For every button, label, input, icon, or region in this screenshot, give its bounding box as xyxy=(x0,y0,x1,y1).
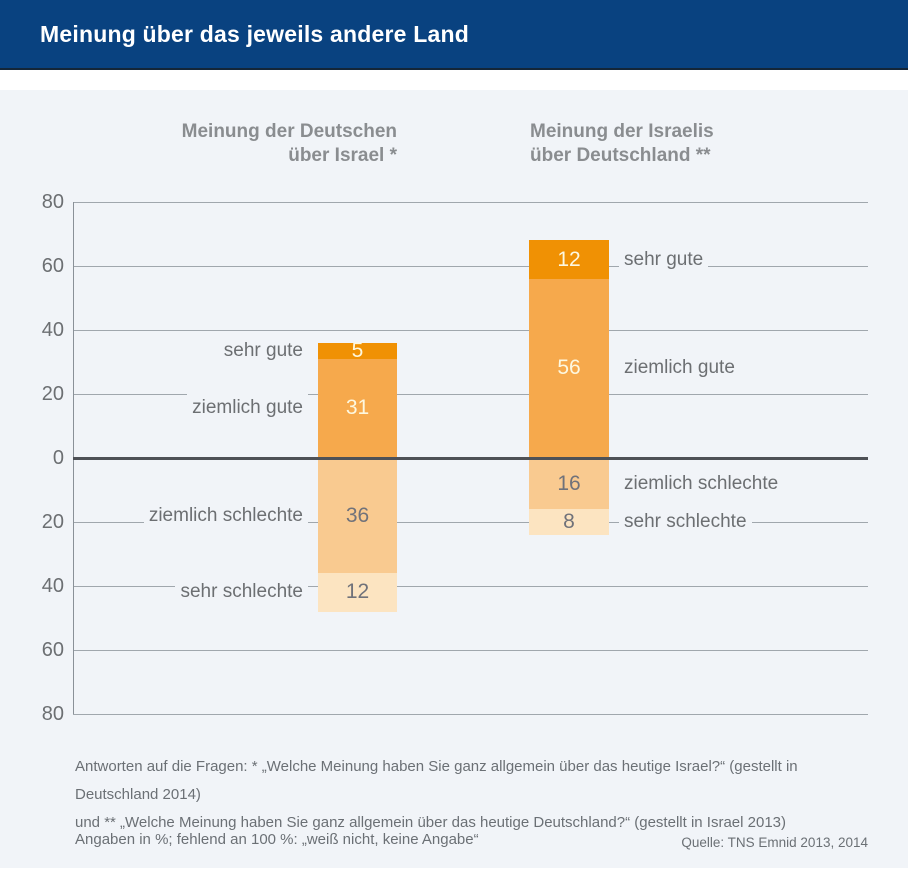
category-label-sehr-schlechte: sehr schlechte xyxy=(619,508,752,535)
y-tick-label: 80 xyxy=(41,703,64,725)
plot-area: 5 sehr gute 31 ziemlich gute 36 ziemlich schl… xyxy=(73,201,868,715)
bar-segment-ziemlich-schlechte: 36 xyxy=(318,458,397,574)
footnote: Antworten auf die Fragen: * „Welche Mein… xyxy=(75,753,875,837)
column-title-germans: Meinung der Deutschen über Israel * xyxy=(0,120,397,168)
footnote-line-2: und ** „Welche Meinung haben Sie ganz al… xyxy=(75,814,786,831)
y-tick-label: 20 xyxy=(41,511,64,533)
y-tick-label: 20 xyxy=(41,383,64,405)
value-label: 8 xyxy=(563,509,575,533)
bar-segment-sehr-schlechte: 12 xyxy=(318,573,397,612)
bar-segment-sehr-gute: 12 xyxy=(529,240,609,279)
zero-line xyxy=(73,456,868,460)
column-title-line: über Deutschland ** xyxy=(530,145,711,166)
bar-segment-ziemlich-gute: 56 xyxy=(529,278,609,458)
column-title-line: Meinung der Deutschen xyxy=(181,121,397,142)
column-title-israelis: Meinung der Israelis über Deutschland ** xyxy=(530,120,714,168)
y-tick-label: 40 xyxy=(41,575,64,597)
units-note: Angaben in %; fehlend an 100 %: „weiß ni… xyxy=(75,831,479,848)
column-title-line: Meinung der Israelis xyxy=(530,121,714,142)
gridline-20 xyxy=(73,393,868,395)
category-label-ziemlich-schlechte: ziemlich schlechte xyxy=(143,501,308,529)
column-title-line: über Israel * xyxy=(288,145,397,166)
value-label: 16 xyxy=(557,471,581,495)
value-label: 12 xyxy=(345,580,370,604)
bar-segment-ziemlich-schlechte: 16 xyxy=(529,458,609,510)
gridline-60 xyxy=(73,265,868,267)
category-label-sehr-gute: sehr gute xyxy=(218,336,308,364)
category-label-ziemlich-schlechte: ziemlich schlechte xyxy=(619,469,784,497)
gridline-40 xyxy=(73,329,868,331)
bottom-row: Angaben in %; fehlend an 100 %: „weiß ni… xyxy=(75,830,868,853)
gridline-60 xyxy=(73,649,868,651)
header-bar: Meinung über das jeweils andere Land xyxy=(0,0,908,70)
category-label-ziemlich-gute: ziemlich gute xyxy=(619,354,740,382)
bar-segment-sehr-schlechte: 8 xyxy=(529,509,609,535)
bar-segment-sehr-gute: 5 xyxy=(318,339,397,362)
value-label: 56 xyxy=(557,356,581,380)
category-label-ziemlich-gute: ziemlich gute xyxy=(187,394,308,422)
gridline-80 xyxy=(73,201,868,203)
y-tick-label: 0 xyxy=(52,447,64,469)
value-label: 12 xyxy=(557,247,581,271)
page-title: Meinung über das jeweils andere Land xyxy=(40,21,469,47)
bar-segment-ziemlich-gute: 31 xyxy=(318,358,397,458)
category-label-sehr-schlechte: sehr schlechte xyxy=(175,578,308,606)
y-tick-label: 60 xyxy=(41,639,64,661)
gridline-40 xyxy=(73,585,868,587)
gridline-80 xyxy=(73,713,868,715)
value-label: 36 xyxy=(345,503,370,527)
category-label-sehr-gute: sehr gute xyxy=(619,245,709,273)
source-note: Quelle: TNS Emnid 2013, 2014 xyxy=(681,835,868,850)
value-label: 5 xyxy=(351,338,364,362)
gridline-20 xyxy=(73,521,868,523)
y-tick-label: 40 xyxy=(41,319,64,341)
value-label: 31 xyxy=(345,396,370,420)
footnote-line-1: Antworten auf die Fragen: * „Welche Mein… xyxy=(75,758,798,803)
y-axis-labels: 80 60 40 20 0 20 40 60 80 xyxy=(0,191,64,725)
y-tick-label: 60 xyxy=(41,255,64,277)
y-tick-label: 80 xyxy=(41,191,64,213)
